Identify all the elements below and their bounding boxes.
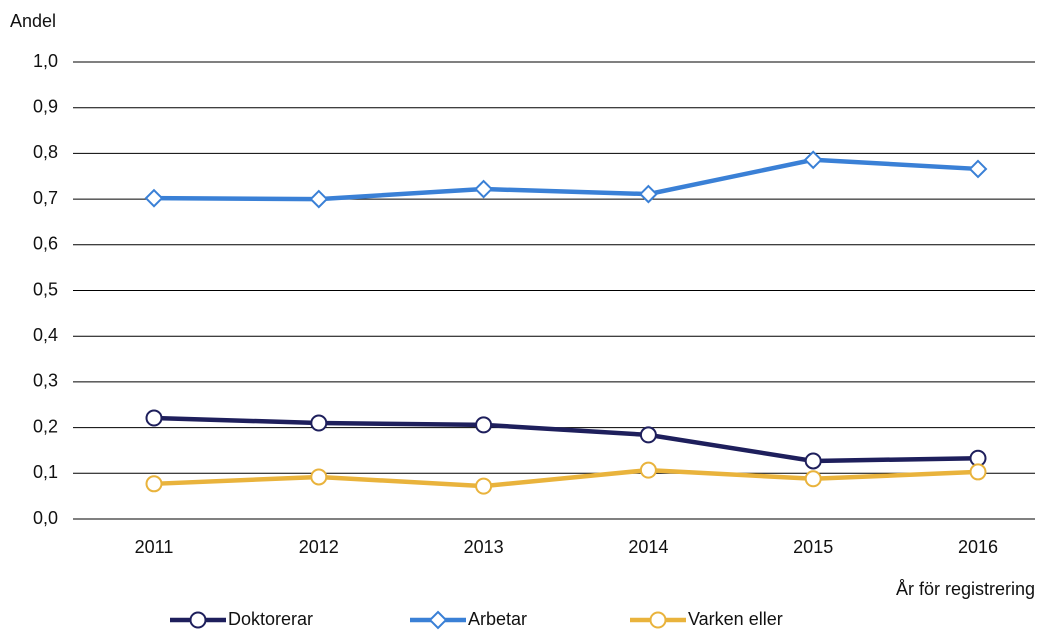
y-tick-label: 0,9 bbox=[33, 96, 58, 116]
data-point bbox=[309, 189, 329, 209]
y-axis-label: Andel bbox=[10, 11, 56, 31]
y-tick-label: 0,1 bbox=[33, 462, 58, 482]
data-point bbox=[639, 426, 657, 444]
legend-label: Doktorerar bbox=[228, 609, 313, 629]
y-tick-label: 0,6 bbox=[33, 234, 58, 254]
legend-marker bbox=[649, 611, 667, 629]
x-tick-label: 2013 bbox=[464, 537, 504, 557]
data-point bbox=[475, 416, 493, 434]
y-tick-label: 0,3 bbox=[33, 371, 58, 391]
x-tick-label: 2016 bbox=[958, 537, 998, 557]
x-tick-label: 2015 bbox=[793, 537, 833, 557]
legend-label: Varken eller bbox=[688, 609, 783, 629]
data-point bbox=[638, 184, 658, 204]
data-point bbox=[804, 452, 822, 470]
x-tick-label: 2014 bbox=[628, 537, 668, 557]
data-point bbox=[145, 409, 163, 427]
data-point bbox=[968, 159, 988, 179]
series-line bbox=[153, 467, 979, 489]
x-tick-label: 2012 bbox=[299, 537, 339, 557]
legend-label: Arbetar bbox=[468, 609, 527, 629]
data-point bbox=[310, 414, 328, 432]
y-tick-label: 0,7 bbox=[33, 188, 58, 208]
y-tick-label: 1,0 bbox=[33, 51, 58, 71]
y-tick-label: 0,0 bbox=[33, 508, 58, 528]
data-point bbox=[804, 470, 822, 488]
legend-marker bbox=[189, 611, 207, 629]
data-point bbox=[639, 461, 657, 479]
data-point bbox=[144, 188, 164, 208]
series-line bbox=[153, 415, 979, 464]
x-tick-label: 2011 bbox=[135, 537, 174, 557]
y-tick-label: 0,5 bbox=[33, 279, 58, 299]
x-axis-label: År för registrering bbox=[896, 579, 1035, 599]
legend-marker bbox=[428, 610, 448, 630]
data-point bbox=[474, 179, 494, 199]
data-point bbox=[145, 475, 163, 493]
data-point bbox=[969, 463, 987, 481]
y-tick-label: 0,8 bbox=[33, 142, 58, 162]
data-point bbox=[310, 468, 328, 486]
y-tick-label: 0,4 bbox=[33, 325, 58, 345]
data-point bbox=[475, 477, 493, 495]
series-line bbox=[153, 157, 979, 202]
y-tick-label: 0,2 bbox=[33, 416, 58, 436]
data-point bbox=[803, 150, 823, 170]
